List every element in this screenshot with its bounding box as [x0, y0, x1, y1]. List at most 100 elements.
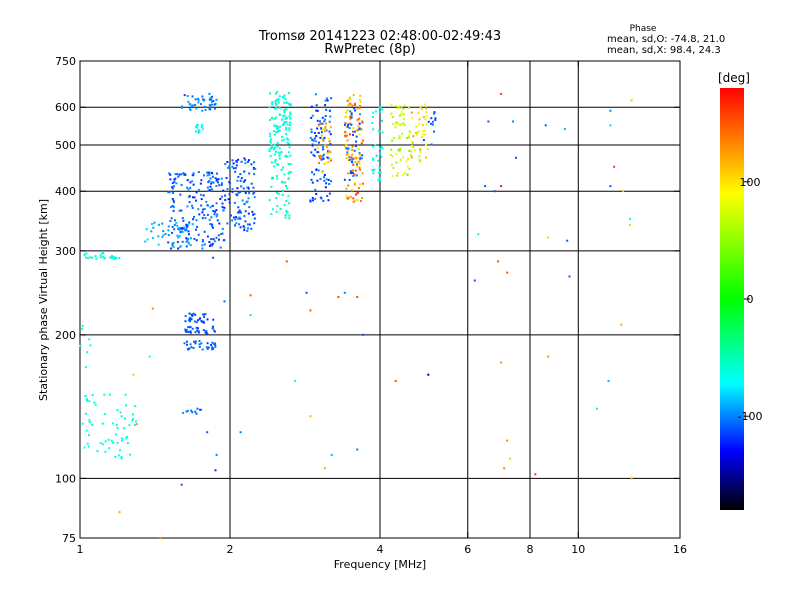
data-point [240, 185, 243, 188]
data-point [194, 104, 197, 106]
y-tick-label: 300 [55, 245, 76, 258]
data-point [192, 218, 195, 221]
data-point [285, 101, 288, 104]
data-point [278, 147, 281, 150]
data-point [293, 380, 296, 382]
data-point [109, 256, 111, 259]
data-point [315, 109, 318, 112]
data-point [326, 156, 329, 159]
data-point [609, 109, 612, 112]
data-point [327, 199, 330, 202]
data-point [204, 217, 207, 220]
data-point [195, 239, 198, 242]
data-point [324, 114, 327, 117]
data-point [281, 135, 284, 138]
x-tick-label: 1 [77, 543, 84, 556]
data-point [191, 204, 193, 207]
data-point [324, 99, 327, 102]
data-point [188, 201, 191, 204]
data-point [212, 100, 215, 103]
data-point [204, 331, 207, 334]
data-point [359, 158, 362, 161]
data-point [283, 94, 286, 97]
data-point [379, 179, 382, 182]
data-point [391, 163, 393, 166]
data-point [345, 157, 348, 159]
data-point [216, 213, 219, 216]
data-point [113, 256, 116, 259]
data-point [378, 177, 381, 180]
data-point [209, 177, 212, 180]
data-point [315, 193, 318, 195]
data-point [323, 179, 326, 182]
data-point [194, 342, 197, 345]
data-point [84, 395, 87, 397]
data-point [281, 139, 284, 142]
data-point [148, 355, 151, 358]
data-point [329, 159, 332, 162]
data-point [509, 457, 512, 460]
data-point [430, 143, 433, 146]
data-point [328, 120, 331, 123]
data-point [206, 342, 209, 345]
data-point [211, 226, 214, 229]
data-point [178, 209, 181, 212]
data-point [273, 117, 276, 120]
data-point [206, 431, 209, 434]
data-point [210, 344, 212, 346]
data-point [209, 185, 212, 188]
data-point [352, 133, 354, 136]
data-point [412, 146, 415, 148]
data-point [316, 119, 319, 122]
data-point [411, 144, 414, 147]
data-point [126, 442, 129, 445]
x-tick-label: 4 [377, 543, 384, 556]
data-point [181, 217, 184, 220]
data-point [191, 327, 194, 330]
data-point [242, 187, 245, 190]
data-point [358, 151, 361, 154]
data-point [191, 314, 194, 317]
data-point [349, 172, 352, 175]
data-point [238, 223, 241, 226]
data-point [114, 455, 117, 458]
data-point [182, 227, 185, 230]
data-point [392, 136, 395, 139]
data-point [325, 108, 328, 111]
data-point [189, 109, 192, 111]
data-point [177, 236, 180, 239]
data-point [157, 235, 160, 238]
data-point [281, 118, 284, 121]
data-point [289, 163, 292, 166]
data-point [629, 223, 631, 226]
data-point [152, 226, 155, 229]
data-point [320, 131, 323, 134]
data-point [203, 174, 205, 177]
data-point [116, 441, 119, 444]
data-point [433, 112, 436, 115]
data-point [506, 439, 509, 442]
data-point [216, 219, 219, 222]
data-point [192, 312, 195, 315]
data-point [433, 111, 436, 114]
data-point [205, 346, 208, 349]
data-point [238, 211, 241, 214]
data-point [180, 483, 183, 486]
data-point [94, 255, 97, 258]
data-point [422, 116, 425, 119]
data-point [352, 127, 355, 129]
data-point [348, 178, 351, 181]
data-point [191, 180, 194, 183]
data-point [226, 161, 229, 163]
data-point [236, 187, 239, 190]
data-point [272, 208, 274, 211]
data-point [402, 107, 405, 110]
data-point [351, 104, 354, 107]
data-point [408, 130, 411, 133]
data-point [189, 103, 192, 105]
data-point [310, 128, 313, 131]
colorbar-tick-label: 0 [747, 293, 754, 306]
data-point [314, 148, 317, 151]
data-point [172, 209, 175, 212]
data-point [195, 219, 198, 222]
